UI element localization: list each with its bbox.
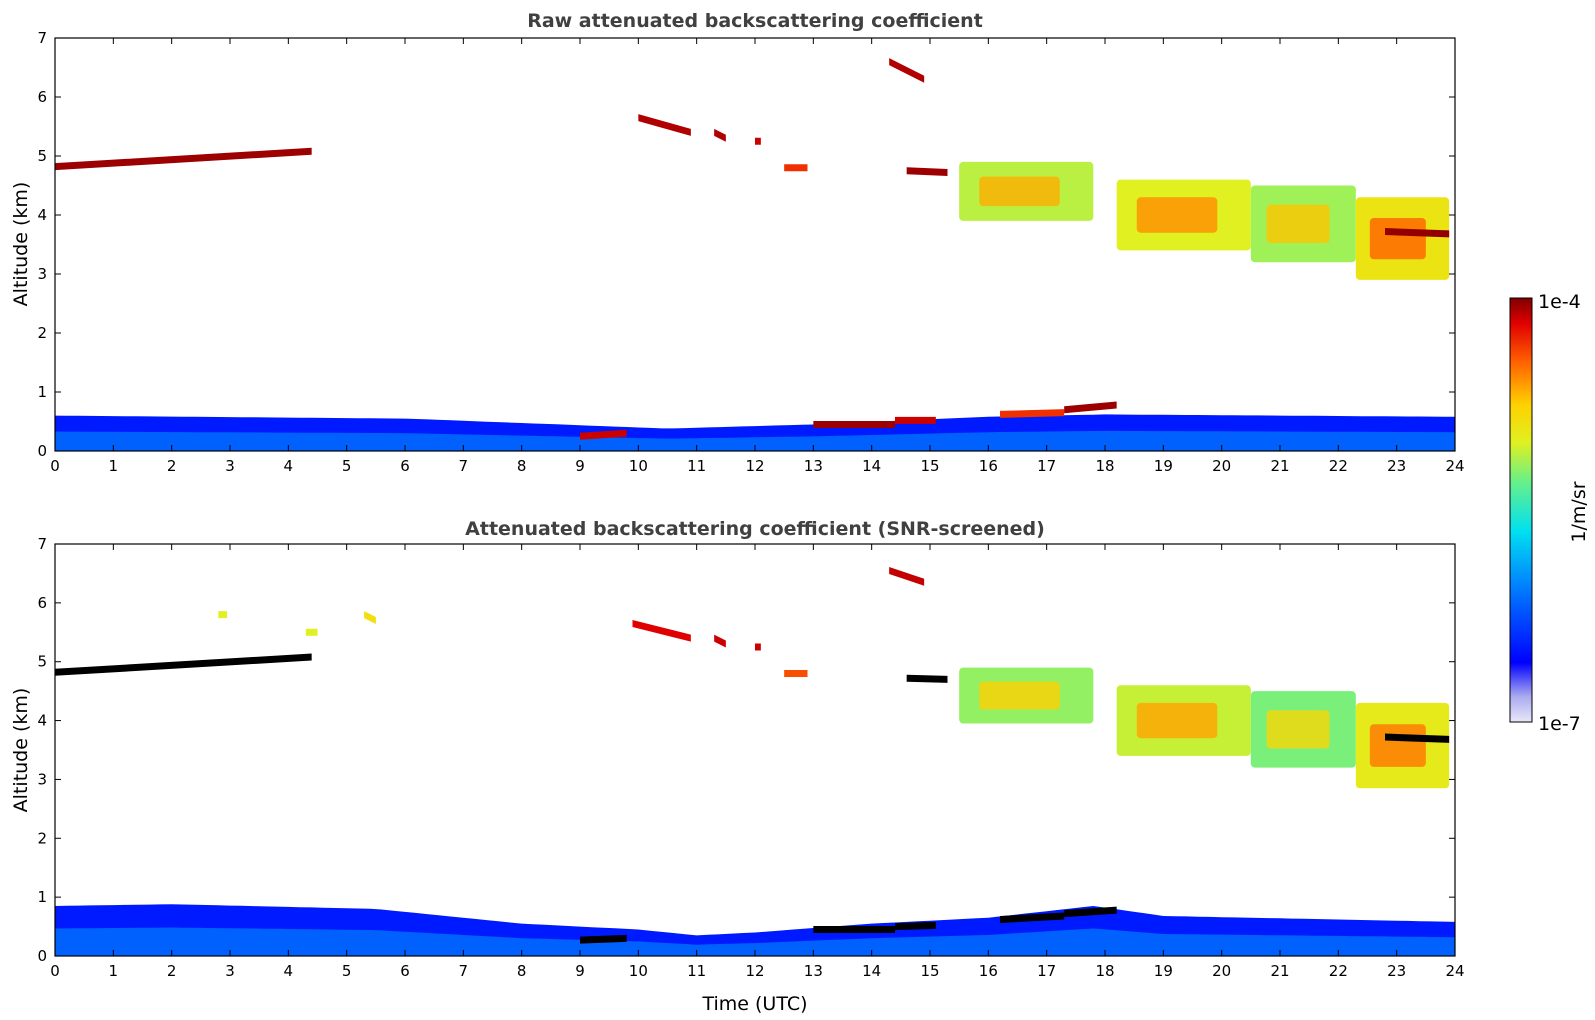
plot-area xyxy=(55,38,1455,451)
panel-raw: Raw attenuated backscattering coefficien… xyxy=(10,10,1465,475)
panel-title: Raw attenuated backscattering coefficien… xyxy=(527,10,983,32)
